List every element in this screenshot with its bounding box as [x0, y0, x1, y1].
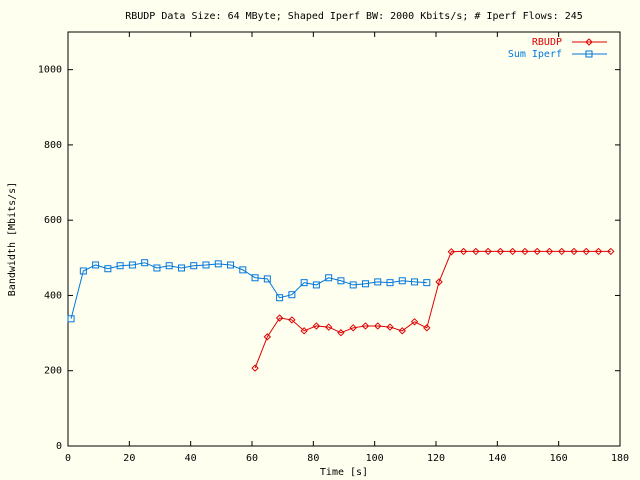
x-tick-label: 40	[185, 453, 197, 464]
x-tick-label: 160	[550, 453, 568, 464]
point	[398, 327, 406, 335]
x-tick-label: 100	[366, 453, 384, 464]
point	[288, 316, 296, 324]
point	[177, 264, 185, 272]
point	[337, 329, 345, 337]
point	[251, 274, 259, 282]
y-tick-label: 0	[56, 441, 62, 452]
point	[411, 278, 419, 286]
point	[349, 281, 357, 289]
point	[410, 318, 419, 326]
point	[447, 248, 456, 256]
point	[570, 247, 578, 256]
point	[386, 323, 394, 331]
point	[423, 324, 431, 332]
x-axis-label: Time [s]	[320, 467, 368, 478]
x-tick-label: 140	[488, 453, 506, 464]
point	[374, 278, 382, 286]
point	[472, 247, 480, 256]
point	[263, 275, 271, 283]
point	[325, 274, 333, 282]
point	[104, 265, 112, 273]
point	[227, 261, 235, 269]
point	[484, 247, 492, 256]
point	[496, 247, 505, 256]
series-line	[70, 262, 427, 319]
x-tick-label: 0	[65, 453, 71, 464]
point	[607, 247, 615, 256]
point	[423, 279, 431, 287]
legend-marker	[585, 38, 593, 46]
point	[165, 262, 173, 270]
legend-label: RBUDP	[532, 37, 562, 48]
point	[141, 259, 149, 267]
point	[116, 262, 124, 270]
point	[398, 277, 406, 285]
legend-marker	[585, 50, 593, 58]
point	[276, 294, 284, 302]
point	[202, 261, 210, 269]
point	[361, 280, 369, 288]
point	[386, 279, 394, 287]
point	[312, 281, 320, 289]
y-tick-label: 800	[44, 140, 62, 151]
point	[288, 291, 296, 299]
point	[214, 260, 222, 268]
point	[435, 278, 443, 286]
point	[594, 247, 603, 256]
point	[558, 247, 566, 256]
point	[349, 324, 357, 332]
plot-frame	[67, 31, 621, 447]
point	[582, 247, 590, 256]
point	[263, 333, 272, 341]
point	[508, 247, 517, 256]
point	[275, 314, 284, 322]
point	[459, 247, 468, 256]
point	[324, 323, 333, 331]
point	[533, 247, 541, 256]
point	[521, 247, 529, 256]
x-tick-label: 20	[123, 453, 135, 464]
y-tick-label: 1000	[38, 65, 62, 76]
x-tick-label: 60	[246, 453, 258, 464]
y-tick-label: 400	[44, 290, 62, 301]
point	[128, 261, 136, 269]
point	[251, 364, 259, 372]
point	[312, 322, 321, 330]
y-tick-label: 600	[44, 215, 62, 226]
point	[374, 322, 382, 330]
y-axis-label: Bandwidth [Mbits/s]	[7, 182, 18, 296]
point	[545, 247, 554, 256]
point	[153, 264, 161, 272]
y-tick-label: 200	[44, 366, 62, 377]
point	[79, 267, 87, 275]
x-tick-label: 180	[611, 453, 629, 464]
chart-title: RBUDP Data Size: 64 MByte; Shaped Iperf …	[125, 11, 583, 22]
x-tick-label: 120	[427, 453, 445, 464]
legend-label: Sum Iperf	[508, 49, 562, 60]
series-line	[254, 250, 611, 369]
point	[300, 279, 308, 287]
x-tick-label: 80	[307, 453, 319, 464]
point	[239, 266, 247, 274]
point	[67, 315, 75, 323]
point	[92, 261, 100, 269]
point	[361, 322, 370, 330]
point	[190, 262, 198, 270]
point	[337, 277, 345, 285]
point	[300, 327, 308, 335]
